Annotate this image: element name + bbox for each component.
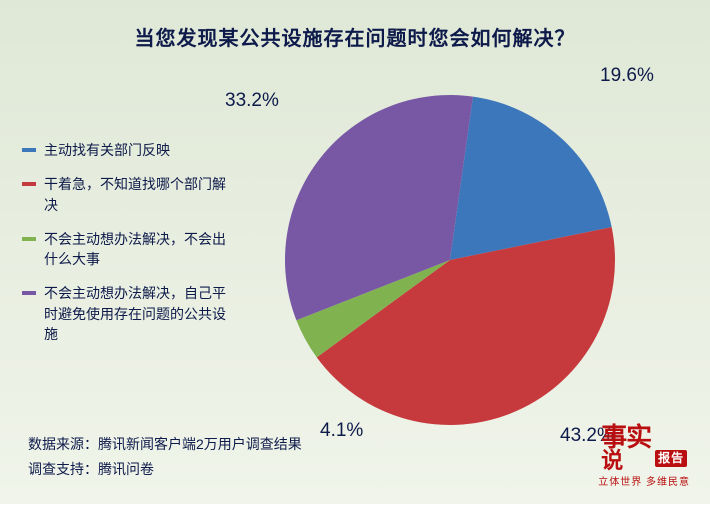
legend-item-s2: 干着急，不知道找哪个部门解决 [22, 174, 232, 215]
source-block: 数据来源：腾讯新闻客户端2万用户调查结果 调查支持：腾讯问卷 [28, 432, 302, 482]
value-label-s3: 4.1% [320, 420, 363, 442]
source-line-1: 数据来源：腾讯新闻客户端2万用户调查结果 [28, 432, 302, 457]
legend-marker [22, 148, 36, 152]
legend-label: 主动找有关部门反映 [44, 140, 170, 160]
legend-marker [22, 237, 36, 241]
legend-marker [22, 291, 36, 295]
legend-item-s3: 不会主动想办法解决，不会出什么大事 [22, 229, 232, 270]
legend-item-s1: 主动找有关部门反映 [22, 140, 232, 160]
stamp-shishi: 事实 说 [601, 427, 651, 471]
source-line-2: 调查支持：腾讯问卷 [28, 457, 302, 482]
legend-label: 不会主动想办法解决，不会出什么大事 [44, 229, 232, 270]
value-label-s1: 19.6% [600, 65, 654, 87]
legend-label: 不会主动想办法解决，自己平时避免使用存在问题的公共设施 [44, 283, 232, 344]
stamp-baogao: 报告 [655, 450, 687, 467]
legend: 主动找有关部门反映干着急，不知道找哪个部门解决不会主动想办法解决，不会出什么大事… [22, 140, 232, 358]
stamp-sub: 立体世界 多维民意 [598, 473, 690, 488]
legend-label: 干着急，不知道找哪个部门解决 [44, 174, 232, 215]
value-label-s4: 33.2% [225, 90, 279, 112]
legend-marker [22, 182, 36, 186]
brand-stamp: 事实 说 报告 立体世界 多维民意 [598, 427, 690, 488]
legend-item-s4: 不会主动想办法解决，自己平时避免使用存在问题的公共设施 [22, 283, 232, 344]
